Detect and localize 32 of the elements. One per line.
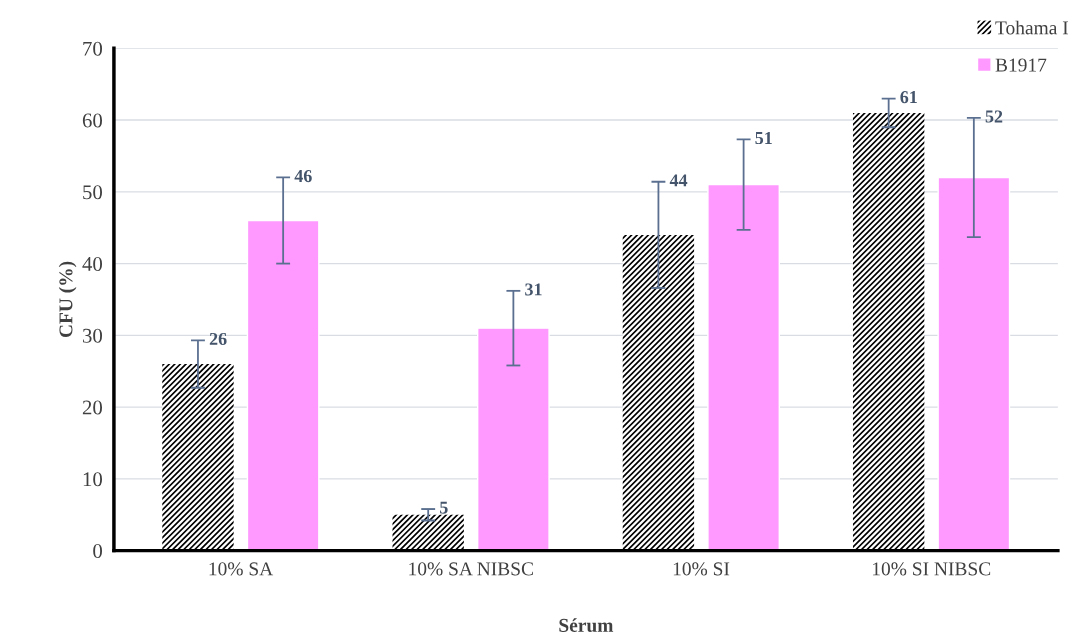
legend-label: Tohama I xyxy=(995,20,1069,35)
x-axis-title: Sérum xyxy=(559,618,614,632)
data-label: 26 xyxy=(209,332,227,346)
y-tick-label: 50 xyxy=(83,185,103,200)
bar xyxy=(707,183,780,551)
x-tick-label: 10% SI NIBSC xyxy=(873,562,991,576)
bar xyxy=(476,327,550,551)
bar xyxy=(392,514,464,551)
data-label: 52 xyxy=(985,110,1003,123)
data-label: 44 xyxy=(669,174,688,187)
x-tick-label: 10% SA NIBSC xyxy=(409,562,533,576)
data-label: 31 xyxy=(525,283,542,296)
legend-label: B1917 xyxy=(995,58,1047,72)
data-label: 5 xyxy=(440,501,448,514)
y-tick-label: 40 xyxy=(82,256,103,272)
x-tick-label: 10% SI xyxy=(673,562,730,576)
y-tick-label: 60 xyxy=(82,113,103,128)
data-label: 61 xyxy=(900,91,917,104)
bar xyxy=(852,112,925,551)
y-tick-label: 0 xyxy=(93,543,103,559)
y-axis-title: CFU (%) xyxy=(58,261,77,338)
y-tick-label: 10 xyxy=(83,472,103,487)
y-tick-label: 70 xyxy=(83,41,103,56)
data-label: 51 xyxy=(755,132,772,145)
data-label: 46 xyxy=(294,170,312,183)
bar xyxy=(246,219,320,551)
y-tick-label: 30 xyxy=(82,328,103,343)
y-tick-label: 20 xyxy=(82,400,103,415)
bar xyxy=(162,364,234,551)
x-tick-label: 10% SA xyxy=(209,562,274,576)
bar xyxy=(937,176,1011,551)
bar xyxy=(622,234,695,551)
